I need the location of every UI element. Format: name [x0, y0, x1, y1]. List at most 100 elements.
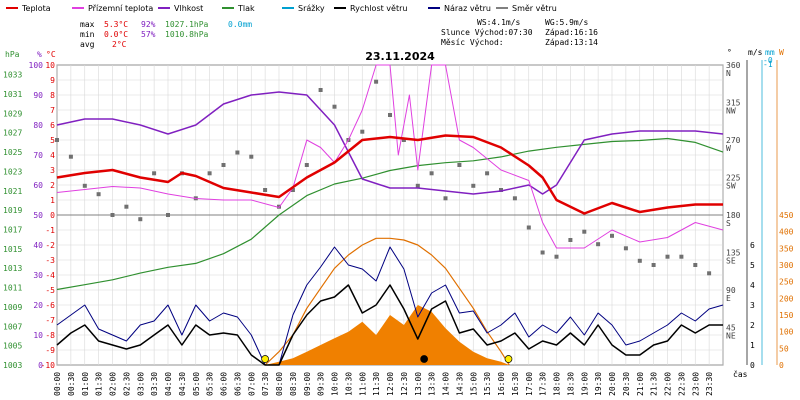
- stat-moonset: Západ:13:14: [545, 38, 598, 47]
- tick-dir: 270: [726, 136, 741, 145]
- axis-deg-label: °: [727, 48, 732, 57]
- tick-ms: 0: [750, 361, 755, 370]
- wind-dir-point: [290, 188, 295, 192]
- tick-x: 13:30: [428, 372, 437, 396]
- wind-dir-point: [124, 204, 129, 209]
- tick-x: 11:00: [358, 372, 367, 396]
- wind-dir-point: [637, 258, 642, 263]
- tick-c: 7: [50, 106, 55, 115]
- wind-dir-point: [443, 196, 448, 201]
- tick-x: 04:00: [164, 372, 173, 396]
- tick-pct: 90: [33, 91, 43, 100]
- chart-plot: [55, 64, 724, 366]
- tick-c: 6: [50, 121, 55, 130]
- tick-x: 08:00: [275, 372, 284, 396]
- solar-max-line: [264, 237, 510, 366]
- tick-dir: 90: [726, 286, 736, 295]
- tick-w: 100: [779, 328, 794, 337]
- axis-ms-label: m/s: [748, 48, 763, 57]
- tick-w: 350: [779, 244, 794, 253]
- tick-dir-name: NW: [726, 107, 736, 116]
- tick-x: 10:30: [344, 372, 353, 396]
- tick-ms: 5: [750, 261, 755, 270]
- wind-dir-point: [221, 163, 226, 167]
- legend-label: Tlak: [237, 4, 255, 13]
- tick-w: 200: [779, 294, 794, 303]
- temperature-line: [56, 134, 723, 215]
- wind-dir-point: [401, 138, 406, 142]
- wind-dir-point: [374, 79, 379, 84]
- wind-dir-point: [304, 163, 309, 167]
- tick-x: 15:30: [483, 372, 492, 396]
- tick-x: 21:30: [650, 372, 659, 396]
- tick-c: 8: [50, 91, 55, 100]
- tick-w: 400: [779, 228, 794, 237]
- legend-label: Rychlost větru: [350, 4, 407, 13]
- pressure-line: [56, 137, 724, 291]
- wind-dir-point: [415, 183, 420, 188]
- wind-dir-point: [471, 183, 476, 188]
- x-axis: 00:00 00:30 01:00 01:30 02:00 02:30 03:00 03:30…: [53, 369, 748, 396]
- stat-max-label: max: [80, 20, 95, 29]
- tick-c: 4: [50, 151, 55, 160]
- tick-x: 07:00: [247, 372, 256, 396]
- axis-c-label: °C: [46, 50, 56, 59]
- tick-c: 3: [50, 166, 55, 175]
- wind-dir-point: [707, 271, 712, 276]
- tick-dir: 360: [726, 61, 741, 70]
- legend-label: Směr větru: [512, 4, 557, 13]
- tick-x: 09:30: [317, 372, 326, 396]
- tick-c: 0: [50, 211, 55, 220]
- tick-c: 9: [50, 76, 55, 85]
- tick-x: 22:30: [677, 372, 686, 396]
- tick-dir-name: E: [726, 294, 731, 303]
- tick-x: 18:00: [553, 372, 562, 396]
- wind-dir-point: [610, 233, 614, 238]
- axis-x-label: čas: [733, 369, 748, 379]
- tick-w: 50: [779, 344, 789, 353]
- wind-dir-point: [318, 88, 323, 92]
- tick-x: 13:00: [414, 372, 423, 396]
- wind-speed-line: [56, 284, 723, 366]
- wind-dir-point: [166, 213, 170, 217]
- wind-dir-point: [596, 242, 601, 247]
- tick-x: 16:30: [511, 372, 520, 396]
- tick-x: 17:00: [525, 372, 534, 396]
- stat-min-label: min: [80, 30, 95, 39]
- tick-pct: 40: [33, 241, 43, 250]
- tick-mm: -1: [763, 60, 773, 69]
- tick-x: 01:30: [95, 372, 104, 396]
- tick-pct: 0: [38, 361, 43, 370]
- tick-dir-name: NE: [726, 332, 736, 341]
- tick-x: 06:00: [220, 372, 229, 396]
- wind-dir-point: [554, 254, 559, 259]
- tick-x: 12:30: [400, 372, 409, 396]
- tick-c: -8: [45, 331, 55, 340]
- solar-area: [265, 305, 510, 365]
- tick-w: 250: [779, 278, 794, 287]
- chart-axes: hPa% °C1003100510071009101110131015101710…: [3, 48, 794, 370]
- wind-dir-point: [429, 171, 434, 176]
- wind-dir-point: [68, 154, 73, 159]
- tick-w: 0: [779, 361, 784, 370]
- tick-x: 01:00: [81, 372, 90, 396]
- wind-dir-point: [457, 163, 462, 167]
- tick-x: 05:00: [192, 372, 201, 396]
- wind-dir-point: [665, 254, 670, 259]
- wind-dir-point: [110, 213, 115, 217]
- wind-dir-point: [332, 104, 337, 109]
- tick-hpa: 1011: [3, 284, 22, 293]
- humidity-line: [56, 91, 724, 195]
- tick-x: 19:30: [594, 372, 603, 396]
- tick-x: 00:30: [67, 372, 76, 396]
- wind-dir-point: [679, 254, 684, 259]
- chart-stats: max 5.3°C 92% 1027.1hPa 0.0mm min 0.0°C …: [80, 18, 598, 49]
- tick-c: 2: [50, 181, 55, 190]
- tick-hpa: 1009: [3, 303, 22, 312]
- tick-c: -1: [45, 226, 55, 235]
- legend-label: Vlhkost: [174, 4, 203, 13]
- wind-dir-point: [485, 171, 490, 176]
- tick-dir: 135: [726, 249, 741, 258]
- tick-ms: 3: [750, 301, 755, 310]
- wind-dir-point: [360, 129, 365, 134]
